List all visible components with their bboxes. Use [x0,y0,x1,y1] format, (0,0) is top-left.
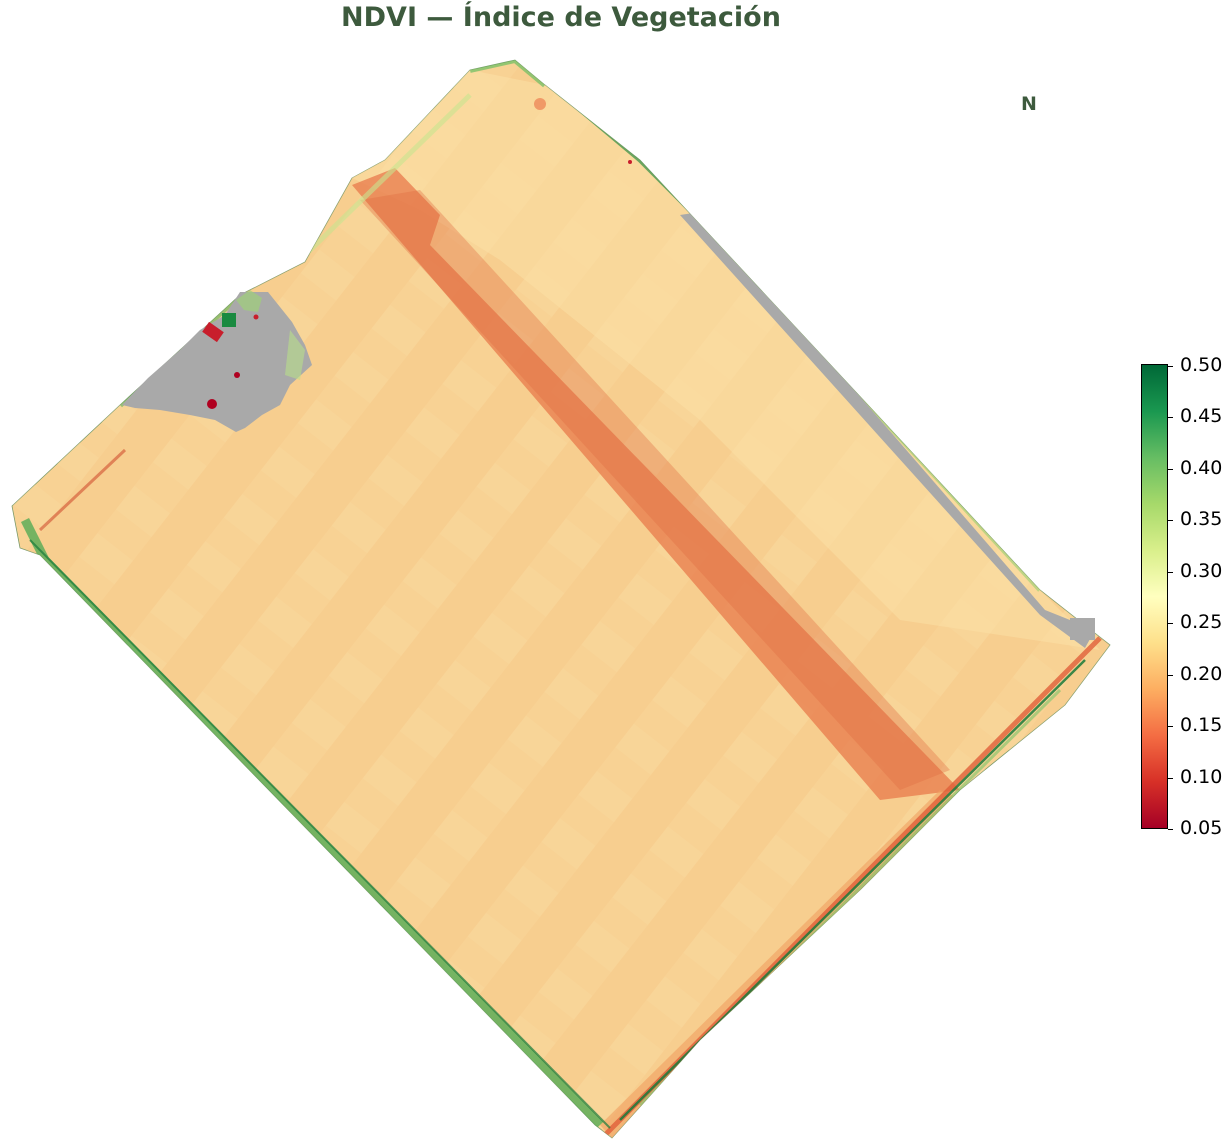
colorbar-tick [1168,366,1173,367]
colorbar-tick-label: 0.15 [1180,714,1223,737]
colorbar-tick-label: 0.05 [1180,817,1223,839]
colorbar-tick [1168,674,1173,676]
nodata-strip-east [680,212,1095,648]
colorbar-tick-label: 0.25 [1180,611,1223,634]
north-label: N [1021,93,1037,115]
colorbar-tick-label: 0.45 [1180,405,1223,428]
ndvi-colorbar [1141,364,1168,829]
colorbar-tick-label: 0.10 [1180,765,1223,788]
colorbar-tick-label: 0.30 [1180,559,1223,582]
nodata-yard [122,292,312,432]
colorbar-tick [1168,726,1173,728]
colorbar-tick [1168,623,1173,625]
ndvi-map [11,59,1111,1139]
vegetation-edge-southwest [20,517,604,1129]
map-title: NDVI — Índice de Vegetación [341,2,781,33]
red-spot [207,399,217,409]
colorbar-tick-label: 0.50 [1180,354,1223,376]
colorbar-tick [1168,777,1173,779]
colorbar-tick [1168,829,1173,830]
building-roof [202,321,224,343]
colorbar-tick [1168,468,1173,470]
low-ndvi-strip [352,168,960,800]
colorbar-tick-label: 0.20 [1180,662,1223,685]
colorbar-tick [1168,571,1173,573]
colorbar-tick-label: 0.35 [1180,508,1223,531]
colorbar-tick [1168,520,1173,522]
colorbar-tick-label: 0.40 [1180,456,1223,479]
colorbar-tick [1168,417,1173,419]
